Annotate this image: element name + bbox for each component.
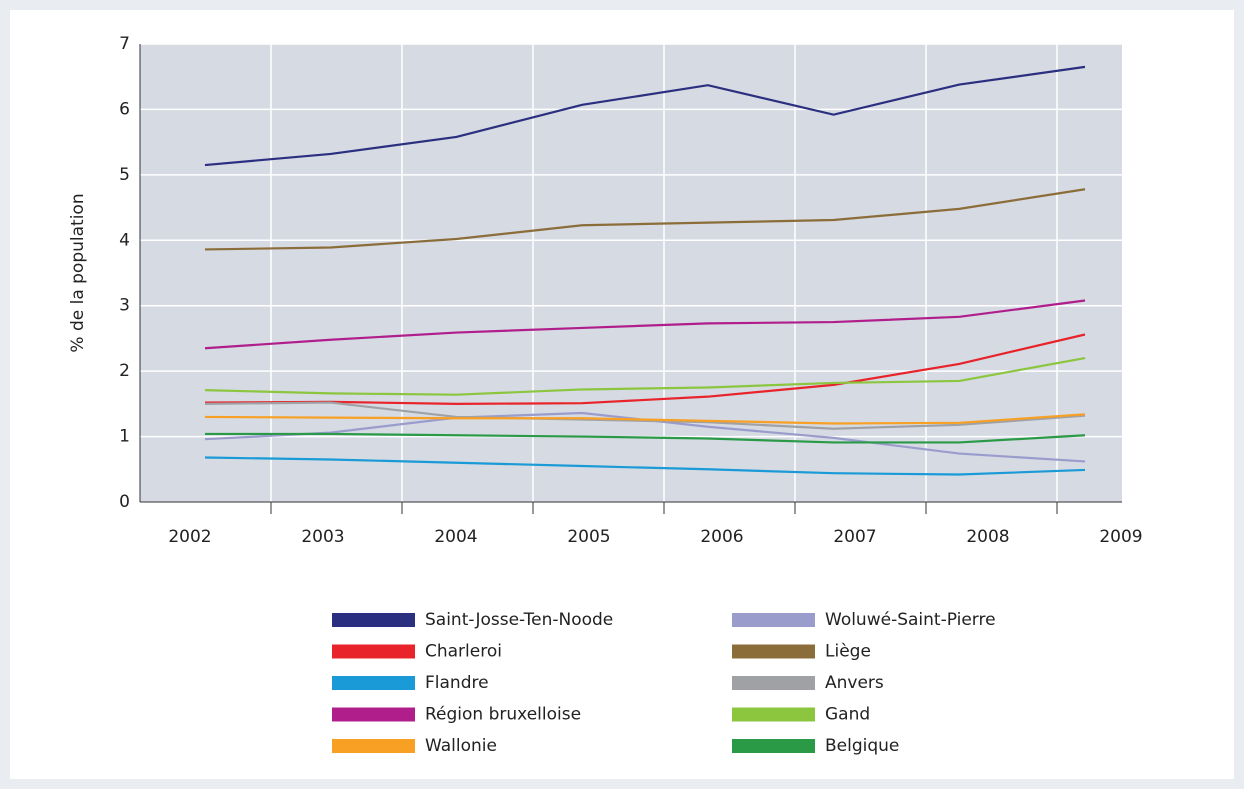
legend-swatch	[732, 707, 815, 722]
x-tick-label: 2002	[168, 527, 211, 547]
y-tick-label: 0	[119, 492, 130, 512]
series-line	[204, 65, 1086, 167]
legend-label: Région bruxelloise	[425, 705, 581, 725]
series-line	[204, 299, 1086, 350]
legend-swatch	[732, 644, 815, 659]
x-tick-label: 2004	[434, 527, 477, 547]
y-tick-label: 6	[119, 99, 130, 119]
legend-swatch	[732, 676, 815, 690]
legend-swatch	[332, 613, 415, 627]
legend-label: Flandre	[425, 673, 489, 693]
x-tick-label: 2009	[1099, 527, 1142, 547]
legend-swatch	[332, 739, 415, 753]
y-tick-label: 5	[119, 165, 130, 185]
x-tick-label: 2006	[700, 527, 743, 547]
x-tick-label: 2005	[567, 527, 610, 547]
legend-label: Gand	[825, 705, 870, 725]
legend-label: Charleroi	[425, 642, 502, 662]
legend-swatch	[332, 707, 415, 722]
series-line	[204, 333, 1086, 405]
legend-label: Saint-Josse-Ten-Noode	[425, 610, 613, 630]
x-tick-label: 2003	[301, 527, 344, 547]
x-tick-label: 2007	[833, 527, 876, 547]
legend-swatch	[732, 613, 815, 627]
legend-swatch	[332, 644, 415, 659]
legend-label: Woluwé-Saint-Pierre	[825, 610, 996, 630]
y-tick-label: 4	[119, 230, 130, 250]
series-line	[204, 188, 1086, 251]
series-line	[204, 456, 1086, 476]
series-line	[204, 401, 1086, 430]
series-line	[204, 356, 1086, 396]
y-tick-label: 3	[119, 296, 130, 316]
x-tick-label: 2008	[966, 527, 1009, 547]
y-tick-label: 2	[119, 361, 130, 381]
series-line	[205, 432, 1086, 444]
y-axis-title: % de la population	[68, 193, 88, 352]
legend-label: Belgique	[825, 736, 899, 756]
legend-label: Liège	[825, 642, 871, 662]
legend-label: Anvers	[825, 673, 884, 693]
y-tick-label: 7	[119, 34, 130, 54]
legend-swatch	[332, 676, 415, 690]
y-tick-label: 1	[119, 427, 130, 447]
legend-label: Wallonie	[425, 736, 497, 756]
legend-swatch	[732, 739, 815, 753]
series-line	[204, 413, 1086, 425]
